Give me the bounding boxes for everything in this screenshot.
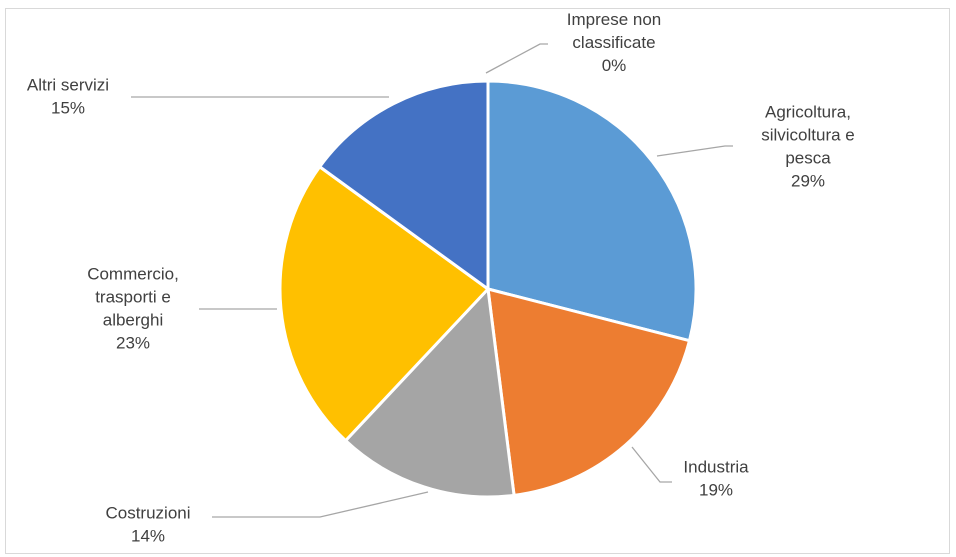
data-label-percent: 14%	[131, 527, 165, 546]
leader-line-imprese-non-classificate	[485, 43, 548, 74]
leader-line-costruzioni	[212, 491, 429, 518]
data-label-category-line: Altri servizi	[27, 76, 109, 95]
data-label-percent: 23%	[116, 334, 150, 353]
data-label-imprese-non-classificate: Imprese non classificate 0%	[567, 10, 662, 75]
pie-slice-altri-servizi	[317, 79, 490, 292]
data-label-category-line: alberghi	[103, 311, 164, 330]
pie-slice-commercio-trasporti-e-alberghi	[278, 164, 491, 443]
data-label-category-line: Commercio,	[87, 265, 179, 284]
data-label-category-line: Industria	[683, 458, 749, 477]
data-label-percent: 15%	[51, 99, 85, 118]
data-label-category-line: pesca	[785, 149, 831, 168]
data-label-percent: 29%	[791, 172, 825, 191]
pie-slice-costruzioni	[343, 285, 516, 499]
data-label-costruzioni: Costruzioni 14%	[105, 504, 190, 546]
data-label-category-line: Agricoltura,	[765, 103, 851, 122]
chart-frame	[5, 8, 950, 554]
data-label-altri-servizi: Altri servizi 15%	[27, 76, 109, 118]
leader-line-industria	[631, 446, 672, 483]
data-label-commercio-trasporti-e-alberghi: Commercio, trasporti e alberghi 23%	[87, 265, 179, 353]
data-label-category-line: classificate	[572, 33, 655, 52]
labels-layer: Agricoltura, silvicoltura e pesca 29% Indust…	[27, 10, 855, 546]
data-label-category-line: silvicoltura e	[761, 126, 855, 145]
pie-slice-agricoltura-silvicoltura-e-pesca	[486, 79, 698, 343]
data-label-category-line: Imprese non	[567, 10, 662, 29]
leader-lines-layer	[131, 43, 733, 518]
data-label-industria: Industria 19%	[683, 458, 749, 500]
data-label-percent: 0%	[602, 56, 627, 75]
data-label-category-line: trasporti e	[95, 288, 171, 307]
pie-slice-industria	[486, 286, 692, 498]
data-label-agricoltura-silvicoltura-e-pesca: Agricoltura, silvicoltura e pesca 29%	[761, 103, 855, 191]
data-label-category-line: Costruzioni	[105, 504, 190, 523]
leader-line-agricoltura-silvicoltura-e-pesca	[656, 145, 733, 157]
slices-layer	[278, 79, 698, 499]
data-label-percent: 19%	[699, 481, 733, 500]
